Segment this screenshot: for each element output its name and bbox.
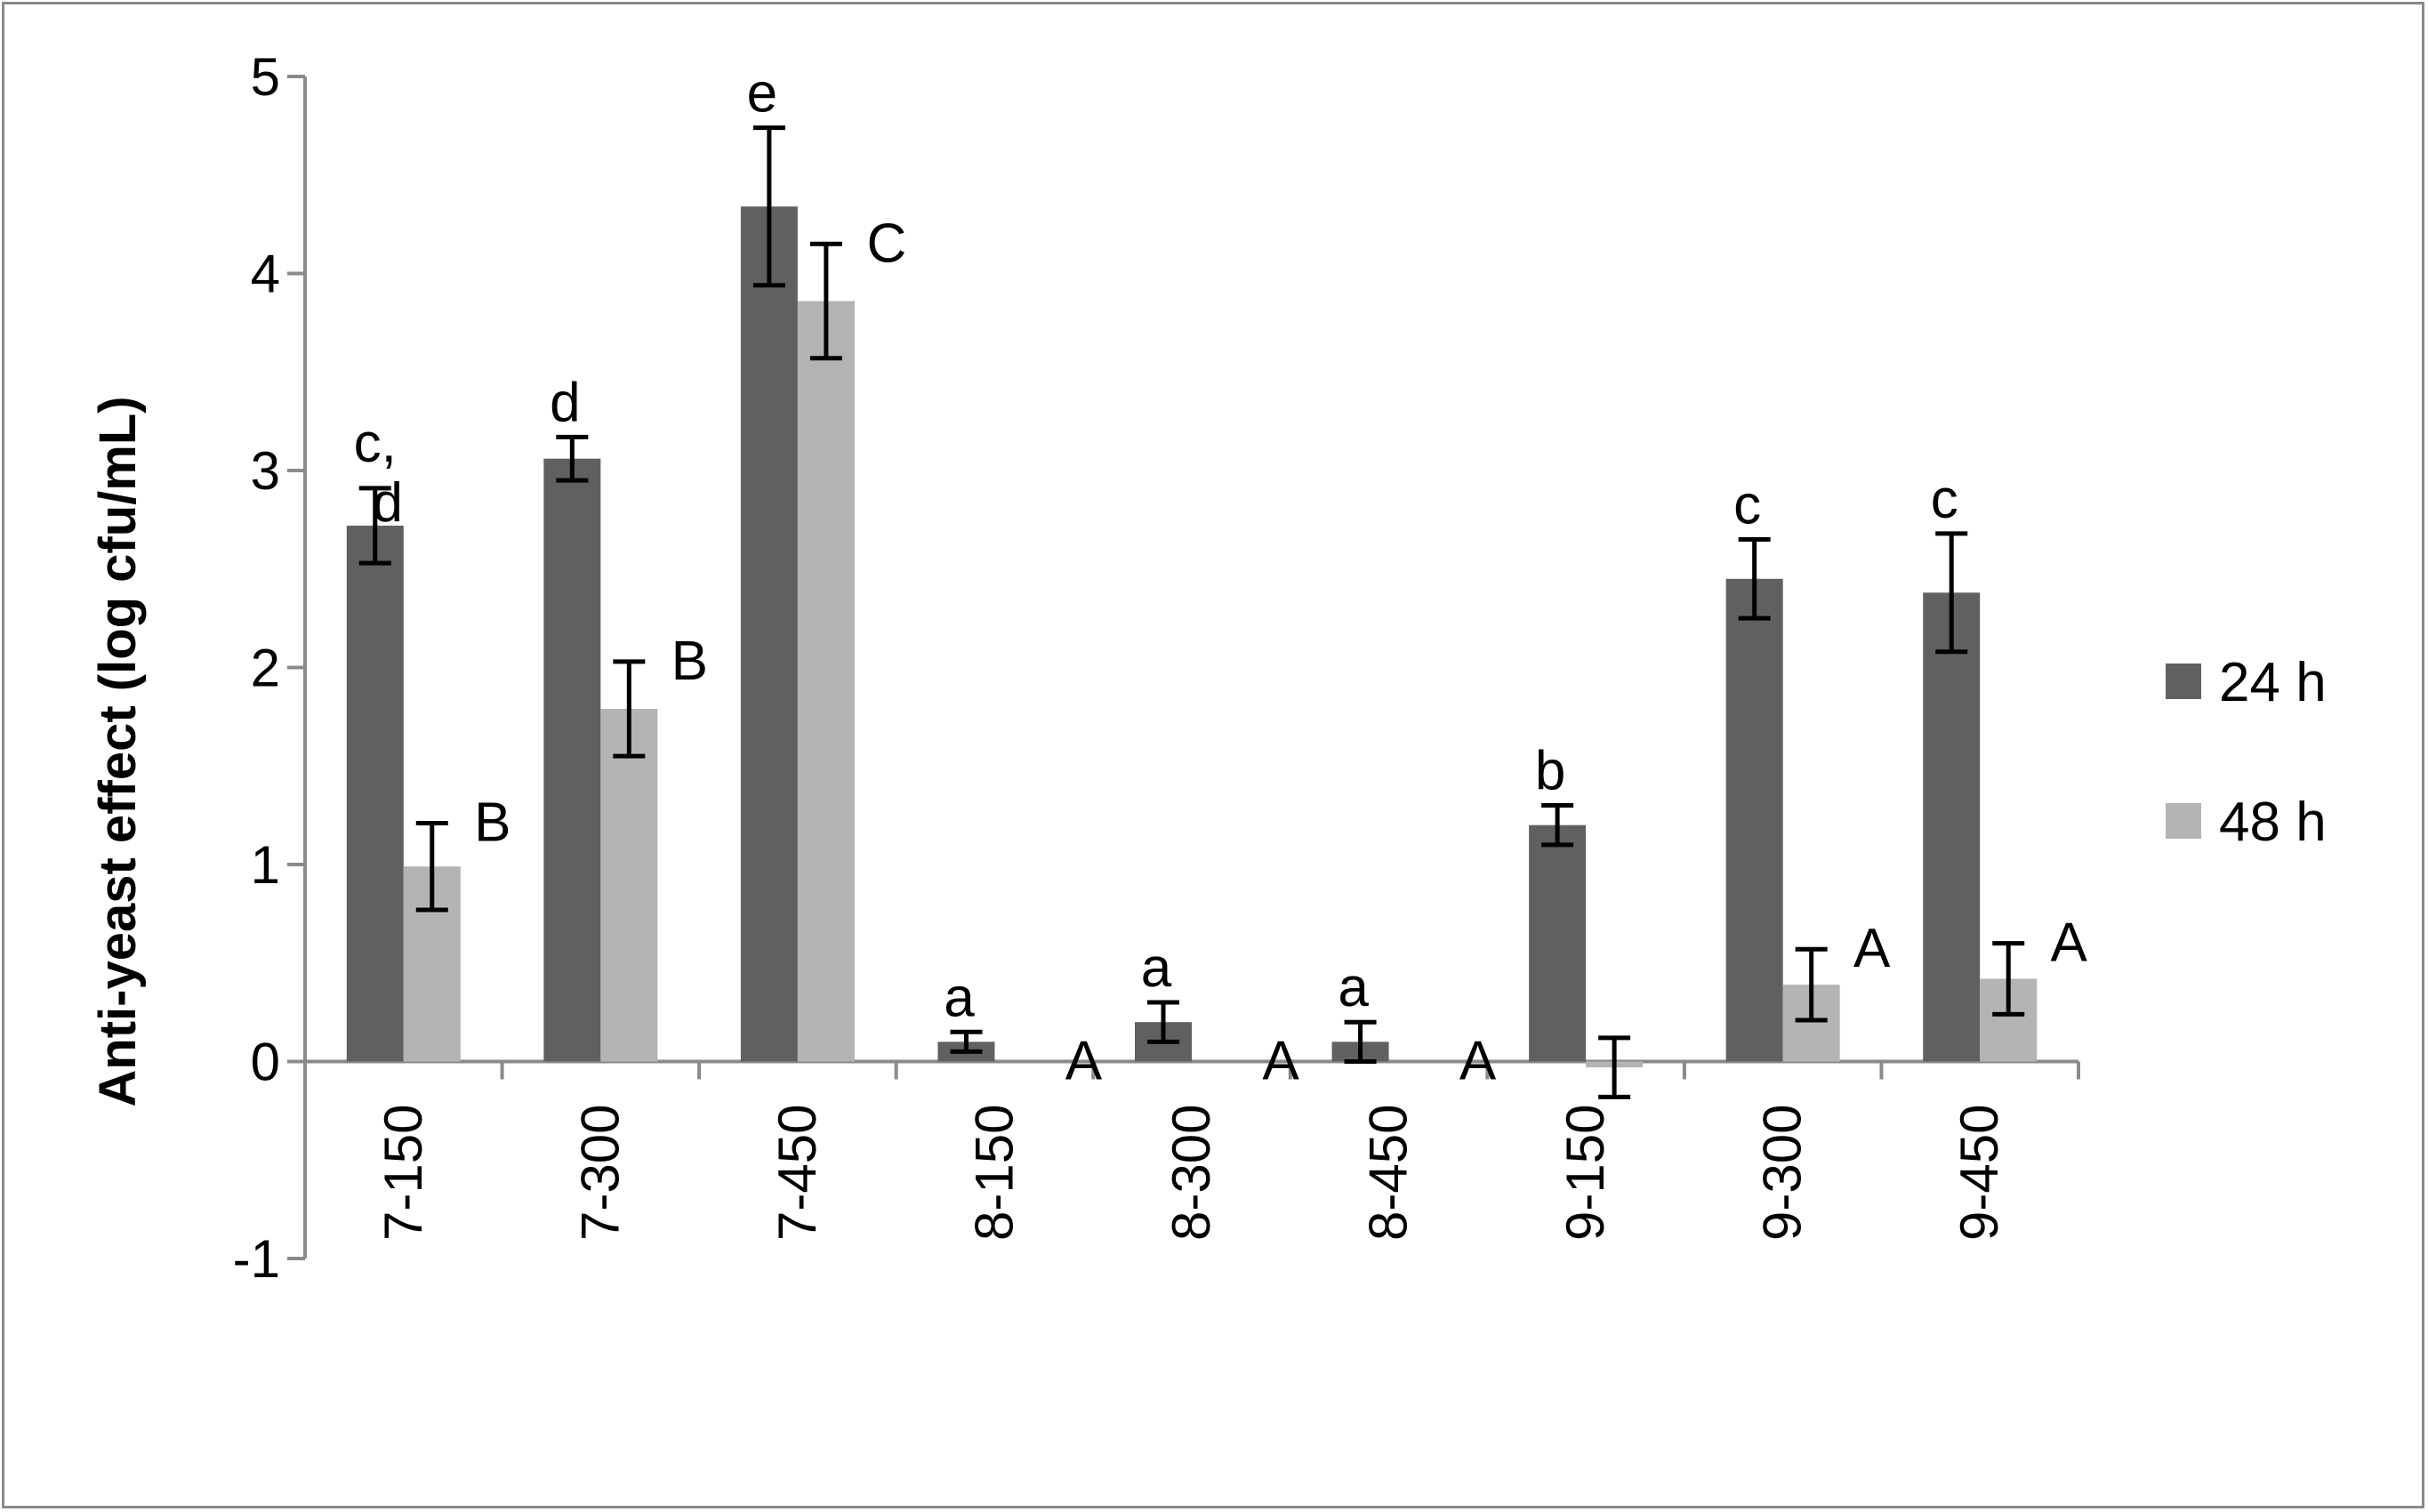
y-tick-label: 1 (251, 835, 280, 895)
legend-label-24h: 24 h (2219, 652, 2327, 713)
x-tick-label: 9-150 (1556, 1105, 1615, 1241)
significance-letter-24h: e (747, 63, 777, 125)
y-axis-title: Anti-yeast effect (log cfu/mL) (89, 396, 147, 1106)
x-tick-label: 7-300 (570, 1105, 630, 1241)
significance-letter-48h: A (1065, 1031, 1103, 1092)
bar-48h-7-450 (797, 301, 855, 1062)
significance-letter-24h: a (1338, 957, 1369, 1018)
x-tick-label: 7-450 (768, 1105, 827, 1241)
significance-letter-48h: B (671, 631, 708, 692)
significance-letter-24h: c (1931, 469, 1958, 530)
significance-letter-24h: a (944, 967, 975, 1028)
x-tick-label: 9-450 (1950, 1105, 2009, 1241)
legend-label-48h: 48 h (2219, 792, 2327, 853)
y-tick-label: 5 (251, 47, 280, 107)
bar-24h-7-300 (543, 458, 601, 1062)
x-tick-label: 8-450 (1359, 1105, 1419, 1241)
legend: 24 h 48 h (2166, 652, 2327, 853)
significance-letter-24h: b (1535, 741, 1565, 802)
significance-letter-24h: a (1141, 937, 1172, 999)
y-tick-label: 0 (251, 1033, 280, 1092)
x-tick-label: 8-150 (964, 1105, 1024, 1241)
significance-letter-24h: c (1733, 475, 1761, 536)
significance-letter-24h: d (373, 472, 403, 534)
bar-24h-9-150 (1529, 824, 1587, 1062)
bar-24h-7-150 (346, 526, 404, 1062)
y-tick-label: 3 (251, 441, 280, 501)
bar-24h-9-450 (1923, 592, 1981, 1062)
significance-letter-48h: A (1459, 1031, 1497, 1092)
x-tick-label: 8-300 (1162, 1105, 1221, 1241)
bar-24h-9-300 (1725, 578, 1783, 1062)
significance-letter-48h: A (1262, 1031, 1299, 1092)
significance-letter-48h: A (2051, 913, 2088, 974)
y-tick-label: -1 (233, 1229, 280, 1289)
legend-swatch-48h (2166, 803, 2201, 839)
y-tick-label: 2 (251, 639, 280, 698)
bar-48h-7-300 (600, 709, 658, 1062)
x-tick-label: 7-150 (374, 1105, 433, 1241)
significance-letter-48h: B (474, 792, 511, 853)
x-tick-label: 9-300 (1753, 1104, 1813, 1240)
significance-letter-24h: d (550, 372, 580, 433)
bar-24h-7-450 (740, 206, 798, 1062)
plot-area: -1012345c,dB7-150dB7-300eC7-450aA8-150aA… (233, 47, 2088, 1289)
legend-swatch-24h (2166, 664, 2201, 699)
significance-letter-48h: C (866, 213, 906, 274)
y-tick-label: 4 (251, 245, 280, 304)
significance-letter-24h: c, (354, 413, 397, 474)
significance-letter-48h: A (1853, 918, 1891, 979)
